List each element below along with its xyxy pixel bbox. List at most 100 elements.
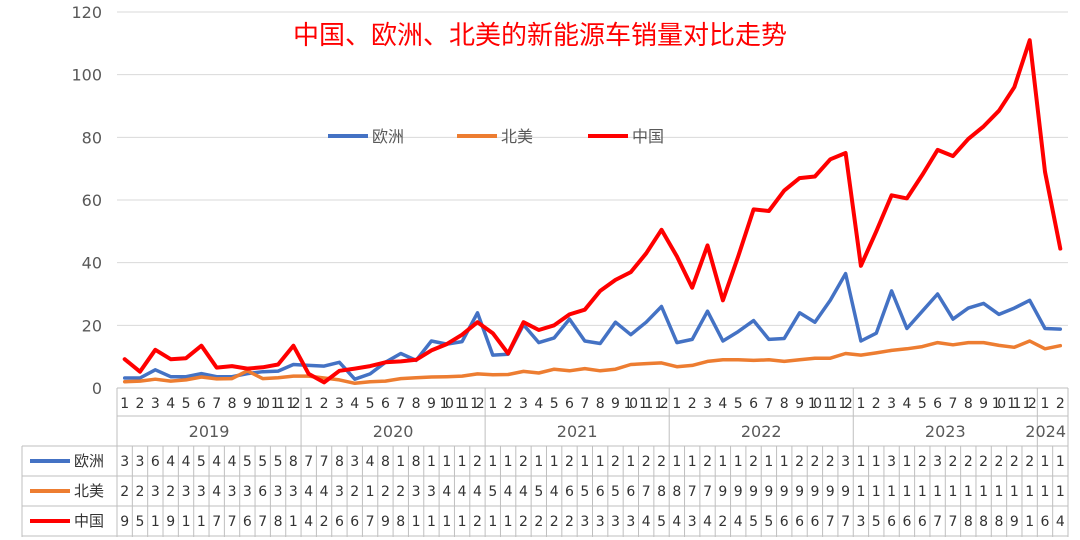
- table-cell: 3: [412, 484, 421, 500]
- table-cell: 9: [841, 484, 850, 500]
- table-cell: 3: [289, 484, 298, 500]
- table-cell: 1: [488, 454, 497, 470]
- x-month-label: 10: [440, 396, 454, 412]
- table-cell: 1: [856, 454, 865, 470]
- x-month-label: 9: [611, 396, 620, 412]
- series-lines: [122, 38, 1063, 386]
- table-cell: 2: [749, 454, 758, 470]
- table-cell: 5: [764, 514, 773, 530]
- table-cell: 1: [504, 514, 513, 530]
- x-year-label: 2020: [373, 422, 414, 441]
- x-month-label: 7: [212, 396, 221, 412]
- table-cell: 9: [780, 484, 789, 500]
- x-month-label: 3: [887, 396, 896, 412]
- table-cell: 3: [120, 454, 129, 470]
- table-cell: 3: [841, 454, 850, 470]
- x-month-label: 2: [136, 396, 145, 412]
- table-cell: 6: [795, 514, 804, 530]
- table-cell: 1: [427, 514, 436, 530]
- table-cell: 9: [764, 484, 773, 500]
- table-cell: 2: [795, 454, 804, 470]
- x-month-label: 8: [780, 396, 789, 412]
- x-month-label: 9: [243, 396, 252, 412]
- table-cell: 2: [718, 514, 727, 530]
- table-cell: 1: [534, 454, 543, 470]
- table-cell: 2: [565, 514, 574, 530]
- table-cell: 1: [550, 454, 559, 470]
- x-month-label: 11: [271, 396, 285, 412]
- x-month-label: 7: [396, 396, 405, 412]
- x-month-label: 7: [764, 396, 773, 412]
- legend-label: 欧洲: [372, 127, 404, 146]
- table-cell: 4: [642, 514, 651, 530]
- table-series-label: 欧洲: [74, 452, 104, 470]
- x-month-label: 6: [933, 396, 942, 412]
- table-cell: 6: [350, 514, 359, 530]
- x-month-label: 5: [366, 396, 375, 412]
- table-cell: 2: [120, 484, 129, 500]
- table-cell: 2: [396, 484, 405, 500]
- table-cell: 6: [258, 484, 267, 500]
- table-cell: 4: [182, 454, 191, 470]
- table-cell: 1: [672, 454, 681, 470]
- table-cell: 4: [304, 484, 313, 500]
- table-cell: 1: [995, 484, 1004, 500]
- table-cell: 2: [350, 484, 359, 500]
- table-cell: 2: [565, 454, 574, 470]
- table-cell: 3: [688, 514, 697, 530]
- x-month-label: 12: [1022, 396, 1036, 412]
- chart-title: 中国、欧洲、北美的新能源车销量对比走势: [293, 21, 787, 51]
- table-cell: 1: [887, 484, 896, 500]
- x-month-label: 3: [151, 396, 160, 412]
- table-cell: 4: [442, 484, 451, 500]
- x-month-label: 9: [979, 396, 988, 412]
- x-month-label: 6: [749, 396, 758, 412]
- table-cell: 4: [1056, 514, 1065, 530]
- table-cell: 8: [381, 454, 390, 470]
- table-cell: 1: [902, 484, 911, 500]
- table-cell: 1: [918, 484, 927, 500]
- table-cell: 4: [320, 484, 329, 500]
- y-tick-label: 0: [92, 379, 102, 398]
- y-tick-label: 120: [71, 3, 102, 22]
- table-cell: 2: [826, 454, 835, 470]
- table-cell: 4: [212, 454, 221, 470]
- table-cell: 3: [350, 454, 359, 470]
- table-cell: 8: [995, 514, 1004, 530]
- table-cell: 4: [504, 484, 513, 500]
- x-month-label: 4: [902, 396, 911, 412]
- table-cell: 1: [1056, 484, 1065, 500]
- table-cell: 3: [335, 484, 344, 500]
- table-cell: 4: [734, 514, 743, 530]
- x-month-label: 8: [596, 396, 605, 412]
- table-cell: 1: [580, 454, 589, 470]
- x-month-label: 9: [427, 396, 436, 412]
- table-cell: 1: [458, 454, 467, 470]
- legend: 欧洲 北美 中国: [328, 127, 664, 146]
- x-month-label: 11: [455, 396, 469, 412]
- table-cell: 1: [780, 454, 789, 470]
- table-cell: 3: [933, 454, 942, 470]
- table-cell: 7: [366, 514, 375, 530]
- x-month-label: 4: [166, 396, 175, 412]
- x-month-label: 3: [703, 396, 712, 412]
- table-cell: 1: [151, 514, 160, 530]
- x-month-label: 2: [320, 396, 329, 412]
- table-cell: 7: [826, 514, 835, 530]
- table-cell: 8: [964, 514, 973, 530]
- table-cell: 9: [120, 514, 129, 530]
- x-month-label: 4: [350, 396, 359, 412]
- x-year-label: 2021: [557, 422, 598, 441]
- table-cell: 1: [1025, 514, 1034, 530]
- table-cell: 1: [734, 454, 743, 470]
- table-cell: 4: [212, 484, 221, 500]
- series-line-1: [122, 271, 1063, 381]
- table-series-label: 北美: [74, 482, 104, 500]
- table-cell: 1: [488, 514, 497, 530]
- x-year-label: 2023: [925, 422, 966, 441]
- x-month-label: 11: [1007, 396, 1021, 412]
- table-cell: 1: [442, 454, 451, 470]
- table-cell: 1: [1010, 484, 1019, 500]
- x-month-label: 4: [534, 396, 543, 412]
- table-cell: 9: [1010, 514, 1019, 530]
